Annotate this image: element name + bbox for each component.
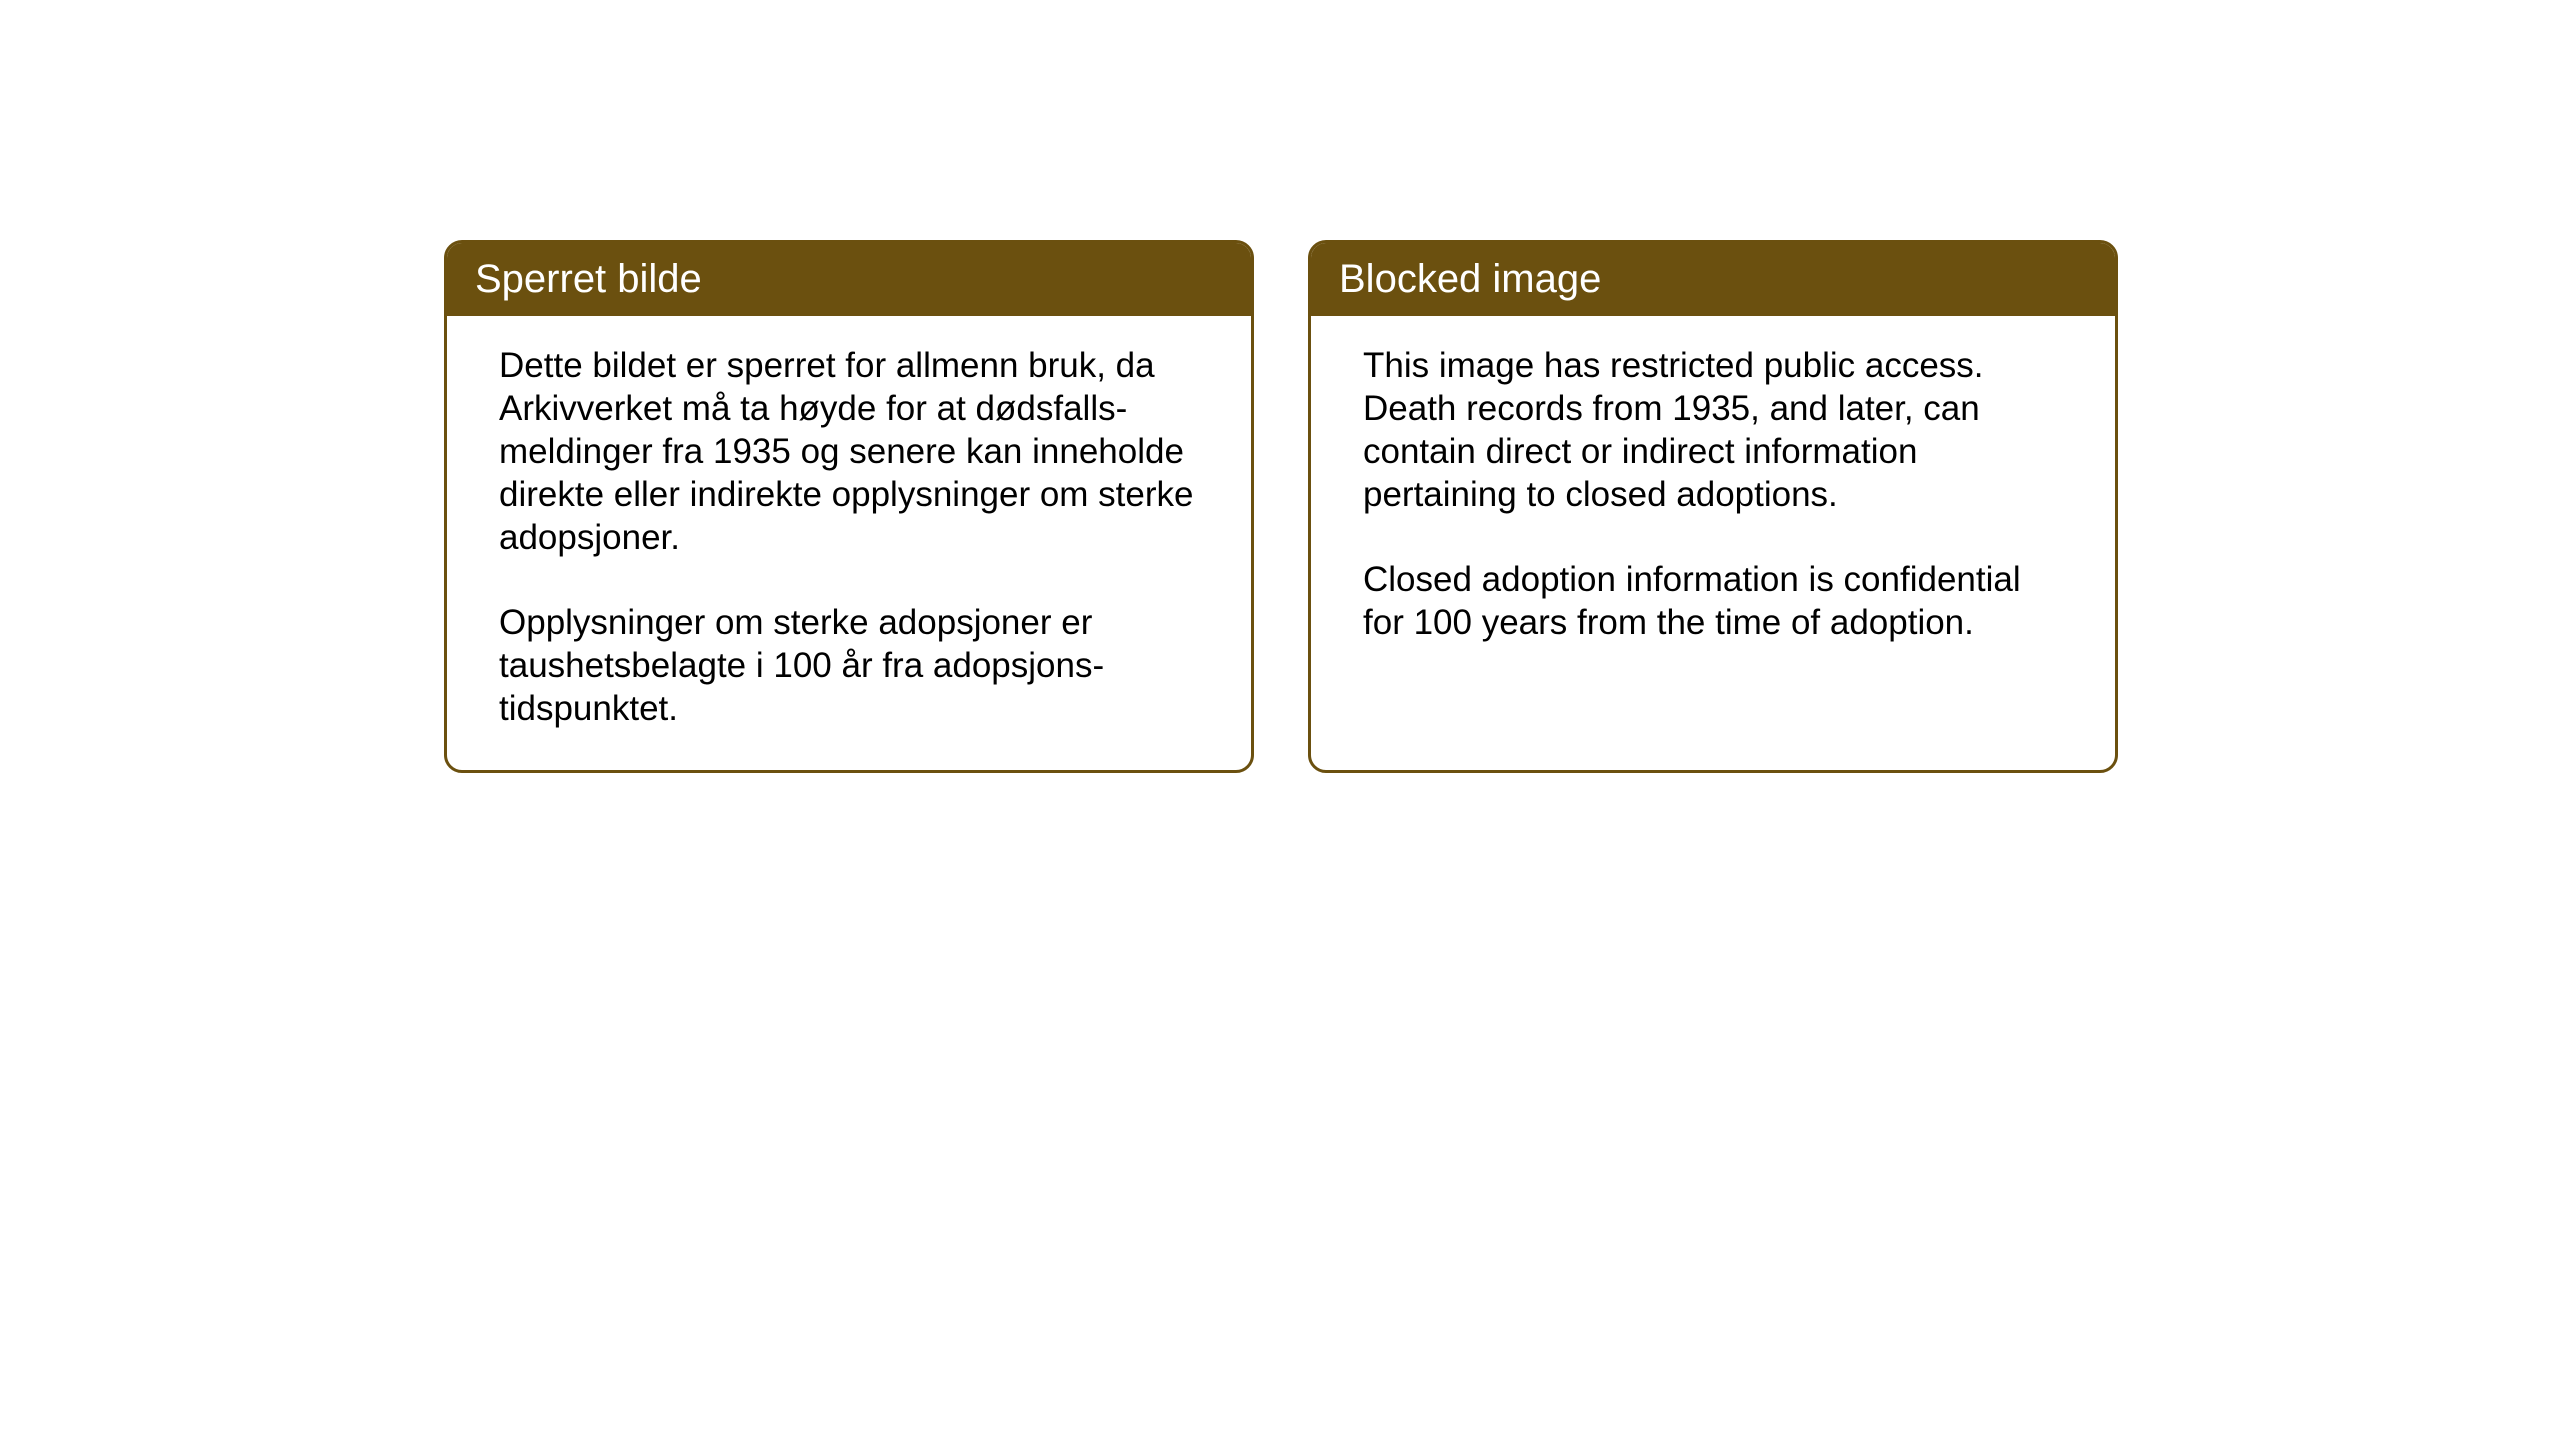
card-norwegian-title: Sperret bilde [475, 257, 702, 301]
cards-container: Sperret bilde Dette bildet er sperret fo… [444, 240, 2118, 773]
card-english-title: Blocked image [1339, 257, 1601, 301]
card-norwegian-paragraph-2: Opplysninger om sterke adopsjoner er tau… [499, 601, 1199, 730]
card-norwegian-header: Sperret bilde [447, 243, 1251, 316]
card-norwegian-paragraph-1: Dette bildet er sperret for allmenn bruk… [499, 344, 1199, 559]
card-norwegian-body: Dette bildet er sperret for allmenn bruk… [447, 316, 1251, 770]
card-english-paragraph-2: Closed adoption information is confident… [1363, 558, 2063, 644]
card-norwegian: Sperret bilde Dette bildet er sperret fo… [444, 240, 1254, 773]
card-english-body: This image has restricted public access.… [1311, 316, 2115, 756]
card-english: Blocked image This image has restricted … [1308, 240, 2118, 773]
card-english-paragraph-1: This image has restricted public access.… [1363, 344, 2063, 516]
card-english-header: Blocked image [1311, 243, 2115, 316]
